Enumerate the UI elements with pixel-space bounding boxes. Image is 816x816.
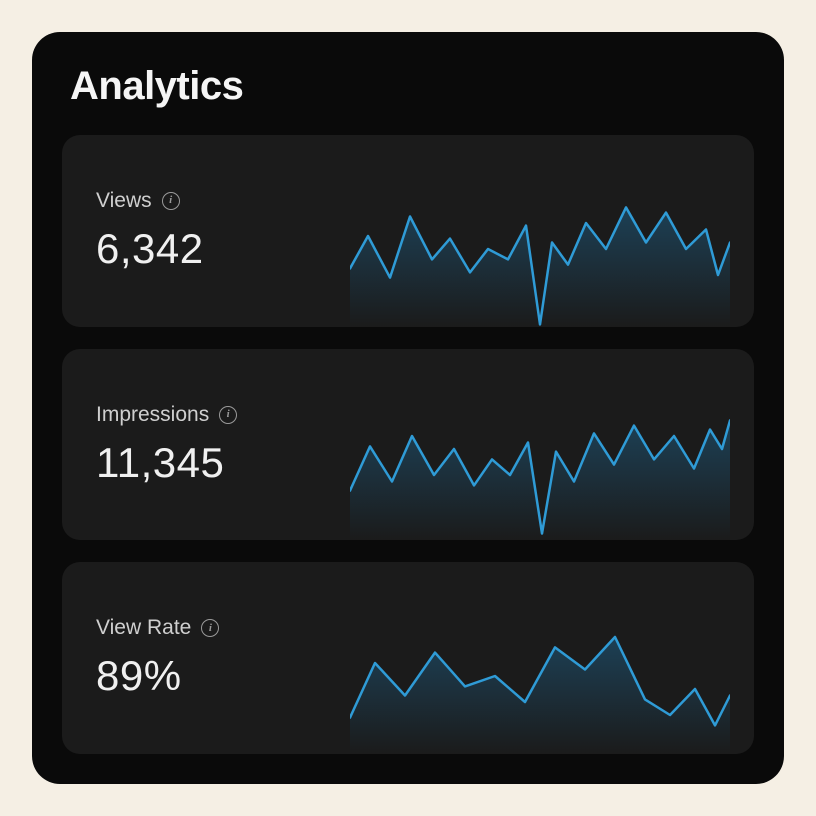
panel-title: Analytics: [70, 64, 754, 109]
card-info: Viewsi 6,342: [96, 189, 204, 273]
sparkline-chart: [350, 349, 730, 541]
metric-value: 11,345: [96, 439, 237, 487]
metric-card-view-rate[interactable]: View Rate i 89%: [62, 562, 754, 754]
label-row: Viewsi: [96, 189, 204, 213]
metric-value: 89%: [96, 652, 219, 700]
metric-value: 6,342: [96, 225, 204, 273]
metric-label: Impressions: [96, 403, 209, 427]
sparkline-chart: [350, 562, 730, 754]
analytics-panel: Analytics Viewsi6,342 Impressionsi11,345…: [32, 32, 784, 784]
cards-container: Viewsi6,342 Impressionsi11,345 View Rate…: [62, 135, 754, 754]
info-icon[interactable]: i: [162, 192, 180, 210]
card-info: View Rate i 89%: [96, 616, 219, 700]
metric-label: Views: [96, 189, 152, 213]
metric-label: View Rate: [96, 616, 191, 640]
label-row: View Rate i: [96, 616, 219, 640]
info-icon[interactable]: i: [201, 619, 219, 637]
metric-card-views[interactable]: Viewsi 6,342: [62, 135, 754, 327]
sparkline-chart: [350, 135, 730, 327]
card-info: Impressions i 11,345: [96, 403, 237, 487]
metric-card-impressions[interactable]: Impressions i 11,345: [62, 349, 754, 541]
label-row: Impressions i: [96, 403, 237, 427]
info-icon[interactable]: i: [219, 406, 237, 424]
